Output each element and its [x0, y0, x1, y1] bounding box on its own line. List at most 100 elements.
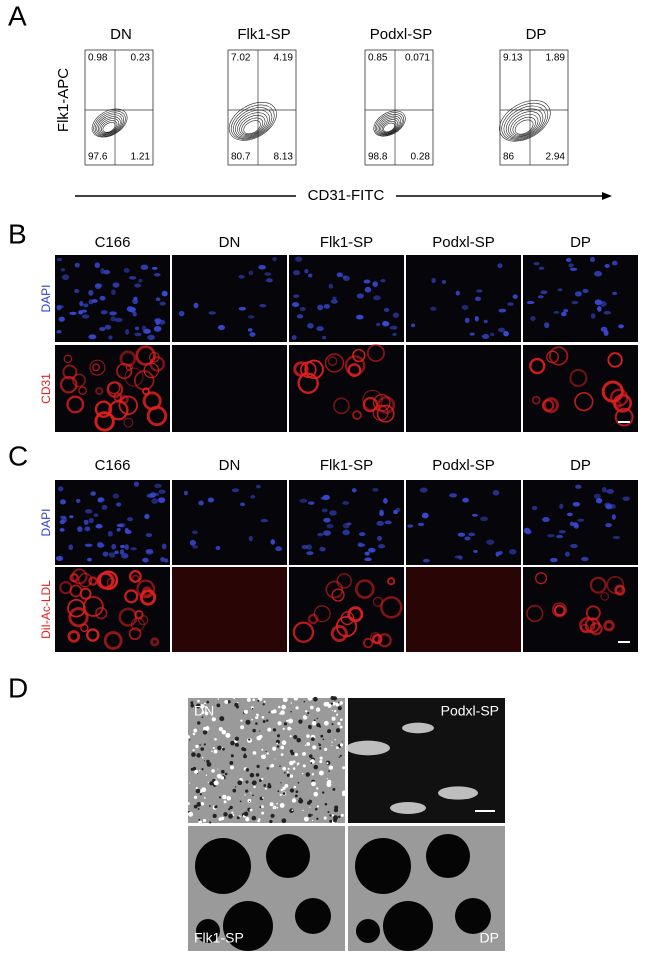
column-title: DN [219, 457, 241, 474]
nucleus [372, 487, 379, 492]
speckle [280, 745, 285, 750]
speckle [218, 726, 223, 732]
nucleus [355, 314, 364, 320]
contour [373, 110, 406, 137]
nucleus [383, 497, 388, 504]
speckle [223, 800, 227, 804]
nucleus [376, 520, 385, 526]
nucleus [464, 536, 471, 541]
speckle [253, 785, 256, 789]
speckle [227, 700, 231, 704]
speckle [292, 760, 296, 764]
nucleus [151, 498, 159, 504]
nucleus [110, 316, 116, 322]
contour [93, 110, 126, 137]
nucleus [240, 502, 246, 507]
speckle [205, 774, 208, 776]
nucleus [84, 526, 91, 532]
nucleus [472, 513, 478, 517]
nucleus [217, 324, 226, 331]
cell [78, 386, 87, 395]
contour [514, 119, 534, 135]
speckle [251, 718, 253, 721]
nucleus [342, 529, 350, 536]
nucleus [474, 315, 479, 322]
network [346, 740, 390, 756]
speckle [280, 782, 282, 784]
speckle [272, 728, 277, 732]
speckle [312, 745, 317, 750]
nucleus [299, 306, 306, 312]
nucleus [163, 558, 169, 563]
speckle [261, 715, 265, 719]
cell [551, 602, 567, 618]
speckle [193, 804, 198, 809]
cell [98, 570, 119, 591]
speckle [245, 817, 250, 822]
speckle [287, 767, 290, 770]
nucleus [376, 322, 381, 327]
nucleus [95, 524, 103, 529]
speckle [339, 743, 344, 747]
nucleus [603, 311, 612, 315]
speckle [195, 769, 198, 772]
speckle [220, 816, 225, 821]
contour [374, 112, 405, 136]
nucleus [497, 263, 503, 269]
speckle [289, 749, 294, 754]
speckle [245, 768, 250, 772]
nucleus [379, 510, 384, 517]
quadrant-value: 1.21 [131, 152, 151, 163]
speckle [338, 815, 341, 819]
plot-frame [364, 49, 434, 166]
nucleus [556, 534, 564, 539]
speckle [263, 784, 267, 787]
nucleus [264, 272, 272, 276]
speckle [224, 772, 228, 776]
speckle [336, 746, 339, 750]
contour [243, 120, 261, 135]
nucleus [247, 328, 253, 332]
nucleus [61, 274, 70, 281]
cell [146, 405, 168, 427]
speckle [331, 710, 333, 712]
speckle [229, 761, 234, 765]
nucleus [498, 327, 506, 333]
plot-title: DP [526, 26, 547, 43]
speckle [305, 772, 310, 777]
speckle [219, 796, 221, 799]
nucleus [132, 298, 139, 305]
speckle [308, 799, 311, 802]
speckle [324, 747, 328, 751]
nucleus [208, 311, 216, 315]
speckle [297, 781, 300, 784]
cell [377, 633, 392, 648]
nucleus [85, 509, 93, 514]
contour [94, 112, 125, 137]
nucleus [540, 290, 548, 295]
cell [362, 396, 379, 413]
speckle [322, 738, 325, 741]
cell [293, 361, 309, 377]
nucleus [58, 316, 65, 322]
hole [426, 834, 470, 878]
nucleus [377, 535, 383, 541]
speckle [262, 797, 264, 799]
nucleus [326, 524, 334, 529]
speckle [256, 735, 262, 741]
speckle [341, 790, 346, 795]
y-axis-label: Flk1-APC [55, 68, 72, 132]
speckle [296, 762, 300, 765]
cell [614, 584, 626, 596]
column-title: DP [570, 457, 591, 474]
cell [579, 616, 596, 634]
nucleus [161, 290, 168, 297]
speckle [251, 707, 254, 710]
column-title: Podxl-SP [432, 457, 495, 474]
speckle [249, 772, 255, 778]
speckle [222, 747, 225, 751]
speckle [316, 717, 318, 720]
speckle [223, 812, 228, 817]
nucleus [306, 544, 312, 550]
cell [355, 579, 375, 599]
